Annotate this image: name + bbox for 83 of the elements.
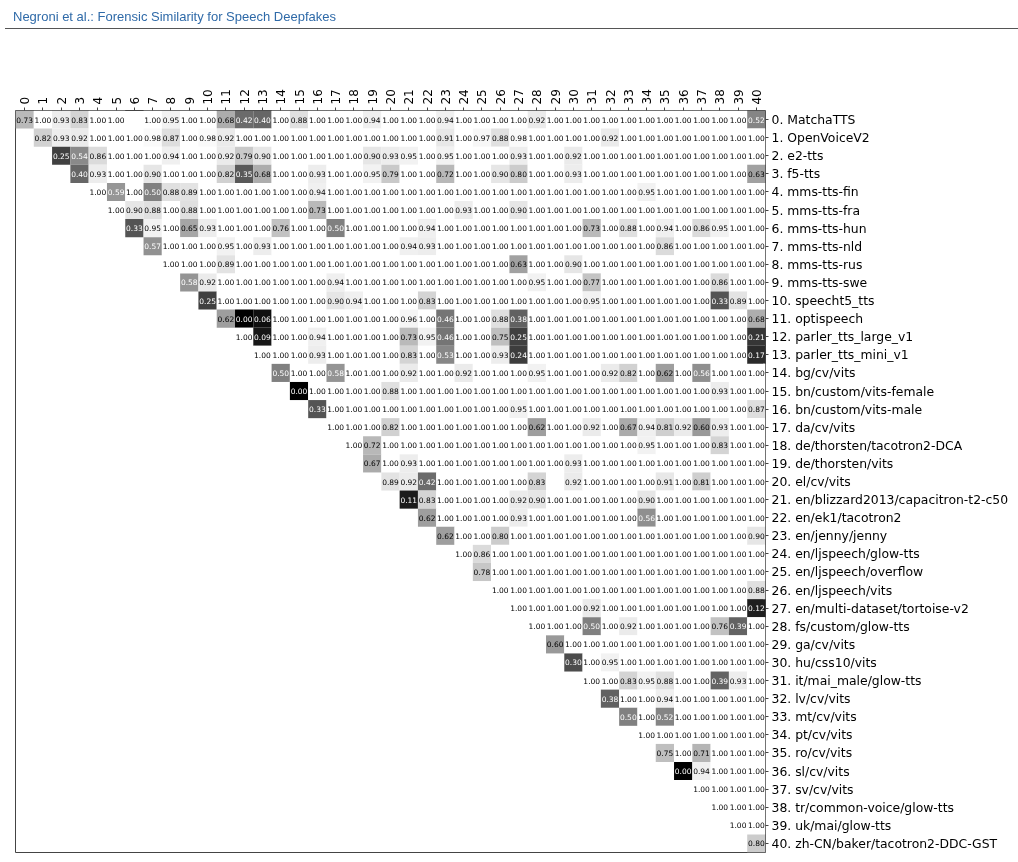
x-tick-label: 31 [585, 89, 600, 105]
x-tick-label: 29 [548, 89, 563, 105]
y-tick-label: 13. parler_tts_mini_v1 [771, 347, 909, 363]
y-tick-label: 27. en/multi-dataset/tortoise-v2 [771, 600, 969, 616]
x-tick-label: 37 [694, 89, 709, 105]
y-tick-label: 36. sl/cv/vits [771, 763, 850, 779]
y-tick-label: 0. MatchaTTS [771, 112, 856, 128]
x-tick-label: 35 [658, 89, 673, 105]
x-tick-label: 34 [640, 89, 655, 105]
y-tick-label: 6. mms-tts-hun [771, 220, 867, 236]
y-tick-label: 25. en/ljspeech/overflow [771, 564, 924, 580]
y-tick-label: 16. bn/custom/vits-male [771, 401, 923, 417]
y-tick-label: 37. sv/cv/vits [771, 781, 854, 797]
y-tick-label: 30. hu/css10/vits [771, 654, 877, 670]
y-tick-label: 17. da/cv/vits [771, 419, 856, 435]
y-tick-label: 10. speecht5_tts [771, 293, 875, 309]
y-tick-label: 32. lv/cv/vits [771, 691, 851, 707]
y-tick-label: 34. pt/cv/vits [771, 727, 853, 743]
y-tick-label: 24. en/ljspeech/glow-tts [771, 546, 920, 562]
x-tick-label: 33 [621, 89, 636, 105]
x-tick-label: 38 [713, 89, 728, 105]
x-tick-label: 16 [310, 89, 325, 105]
y-tick-label: 33. mt/cv/vits [771, 709, 857, 725]
x-tick-label: 0 [18, 96, 33, 105]
x-tick-label: 36 [676, 89, 691, 105]
y-tick-label: 19. de/thorsten/vits [771, 455, 894, 471]
x-tick-label: 12 [237, 89, 252, 105]
x-tick-label: 10 [201, 89, 216, 105]
x-tick-label: 7 [146, 96, 161, 105]
y-tick-label: 29. ga/cv/vits [771, 636, 856, 652]
x-tick-label: 27 [512, 89, 527, 105]
y-tick-label: 40. zh-CN/baker/tacotron2-DDC-GST [771, 835, 998, 851]
y-tick-label: 39. uk/mai/glow-tts [771, 817, 892, 833]
x-tick-label: 22 [420, 89, 435, 105]
y-tick-label: 35. ro/cv/vits [771, 745, 853, 761]
x-tick-label: 32 [603, 89, 618, 105]
x-tick-label: 6 [127, 96, 142, 105]
y-tick-label: 23. en/jenny/jenny [771, 528, 888, 544]
y-tick-label: 22. en/ek1/tacotron2 [771, 510, 902, 526]
y-tick-label: 9. mms-tts-swe [771, 274, 868, 290]
y-tick-label: 20. el/cv/vits [771, 474, 851, 489]
x-tick-label: 30 [566, 89, 581, 105]
y-tick-label: 4. mms-tts-fin [771, 184, 859, 200]
x-tick-label: 5 [109, 96, 124, 105]
x-tick-label: 3 [73, 96, 88, 105]
y-tick-label: 38. tr/common-voice/glow-tts [771, 799, 955, 815]
y-tick-label: 15. bn/custom/vits-female [771, 383, 935, 399]
y-tick-label: 5. mms-tts-fra [771, 202, 861, 218]
text: Negroni et al.: Forensic Similarity for Speech Deepfakes [13, 8, 336, 26]
x-tick-label: 8 [164, 96, 179, 105]
x-tick-label: 26 [493, 89, 508, 105]
x-tick-label: 24 [457, 89, 472, 105]
y-tick-label: 8. mms-tts-rus [771, 256, 863, 272]
x-tick-label: 11 [219, 89, 234, 105]
x-tick-label: 9 [182, 96, 197, 105]
y-tick-label: 31. it/mai_male/glow-tts [771, 673, 922, 689]
x-tick-label: 17 [329, 89, 344, 105]
x-tick-label: 14 [274, 89, 289, 105]
x-tick-label: 20 [384, 89, 398, 105]
x-tick-label: 1 [36, 96, 51, 105]
x-tick-label: 2 [54, 96, 69, 105]
x-tick-label: 13 [255, 89, 270, 105]
x-tick-label: 21 [402, 89, 417, 105]
x-tick-label: 4 [91, 96, 106, 105]
x-tick-label: 23 [438, 89, 453, 105]
y-tick-label: 1. OpenVoiceV2 [771, 130, 870, 146]
x-tick-label: 19 [365, 89, 380, 105]
y-tick-label: 14. bg/cv/vits [771, 365, 856, 381]
y-tick-label: 3. f5-tts [771, 166, 821, 182]
y-tick-label: 18. de/thorsten/tacotron2-DCA [771, 437, 963, 453]
x-tick-label: 18 [347, 89, 362, 105]
y-tick-label: 28. fs/custom/glow-tts [771, 618, 910, 634]
y-tick-label: 7. mms-tts-nld [771, 238, 863, 254]
x-tick-label: 15 [292, 89, 307, 105]
x-tick-label: 39 [731, 89, 746, 105]
x-tick-label: 40 [749, 89, 764, 105]
y-tick-label: 26. en/ljspeech/vits [771, 582, 893, 598]
x-tick-label: 25 [475, 89, 490, 105]
y-tick-label: 12. parler_tts_large_v1 [771, 329, 914, 345]
y-tick-label: 2. e2-tts [771, 148, 824, 164]
x-tick-label: 28 [530, 89, 545, 105]
y-tick-label: 11. optispeech [771, 311, 864, 327]
y-tick-label: 21. en/blizzard2013/capacitron-t2-c50 [771, 492, 1009, 508]
